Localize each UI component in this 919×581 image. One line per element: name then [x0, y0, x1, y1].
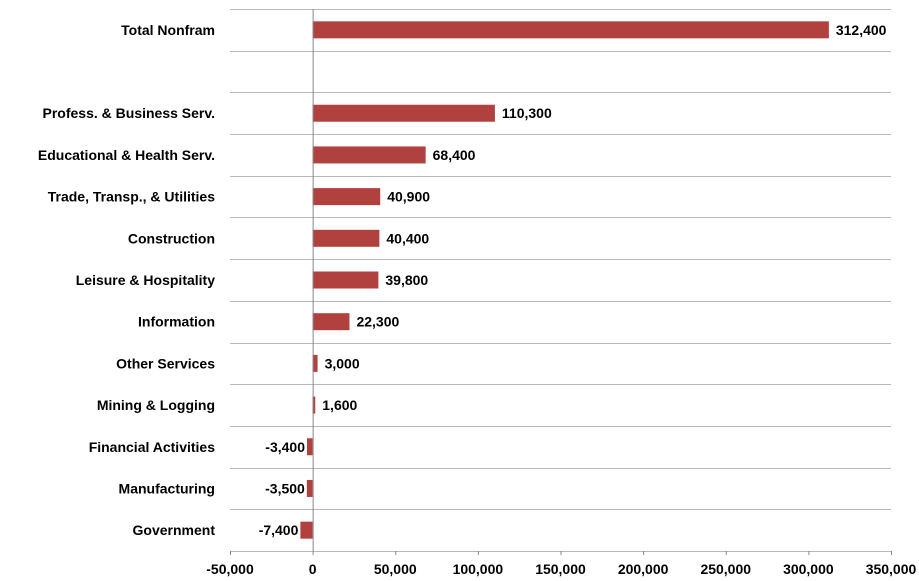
bar	[312, 354, 318, 372]
data-label: 40,400	[386, 230, 429, 246]
data-label: 22,300	[356, 314, 399, 330]
data-label: -3,400	[265, 439, 305, 455]
bar	[312, 271, 379, 289]
bar	[312, 229, 380, 247]
data-label: 3,000	[325, 355, 360, 371]
category-label: Mining & Logging	[97, 397, 215, 413]
category-label: Total Nonfram	[121, 22, 215, 38]
bar	[312, 188, 381, 206]
data-label: -3,500	[265, 480, 305, 496]
data-label: 40,900	[387, 189, 430, 205]
bar	[312, 146, 426, 164]
labels: Total Nonfram 312,400 Profess. & Business …	[38, 22, 887, 538]
category-label: Trade, Transp., & Utilities	[48, 189, 215, 205]
x-tick-label: 100,000	[453, 561, 504, 577]
bar	[307, 438, 313, 456]
data-label: 110,300	[502, 105, 552, 121]
axes: -50,000 0 50,000 100,000 150,000 200,000 250,0…	[206, 9, 917, 577]
category-label: Manufacturing	[119, 480, 215, 496]
category-label: Government	[133, 522, 216, 538]
data-label: 1,600	[322, 397, 357, 413]
x-tick-label: 0	[309, 561, 317, 577]
x-tick-label: 300,000	[783, 561, 834, 577]
x-tick-label: 350,000	[866, 561, 917, 577]
bar	[312, 396, 316, 414]
bar	[306, 479, 313, 497]
x-tick-label: 250,000	[700, 561, 751, 577]
category-label: Information	[138, 314, 215, 330]
bar	[300, 521, 313, 539]
category-label: Educational & Health Serv.	[38, 147, 215, 163]
x-tick-label: 150,000	[535, 561, 586, 577]
bar	[312, 21, 829, 39]
category-label: Construction	[128, 230, 215, 246]
data-label: -7,400	[259, 522, 299, 538]
x-tick-label: -50,000	[206, 561, 254, 577]
bar	[312, 104, 495, 122]
category-label: Profess. & Business Serv.	[43, 105, 215, 121]
bar	[312, 313, 350, 331]
bars	[300, 21, 829, 539]
data-label: 39,800	[385, 272, 428, 288]
data-label: 312,400	[836, 22, 887, 38]
category-label: Financial Activities	[89, 439, 216, 455]
data-label: 68,400	[433, 147, 476, 163]
category-label: Leisure & Hospitality	[76, 272, 215, 288]
x-tick-label: 50,000	[374, 561, 417, 577]
category-label: Other Services	[116, 355, 215, 371]
x-tick-label: 200,000	[618, 561, 669, 577]
